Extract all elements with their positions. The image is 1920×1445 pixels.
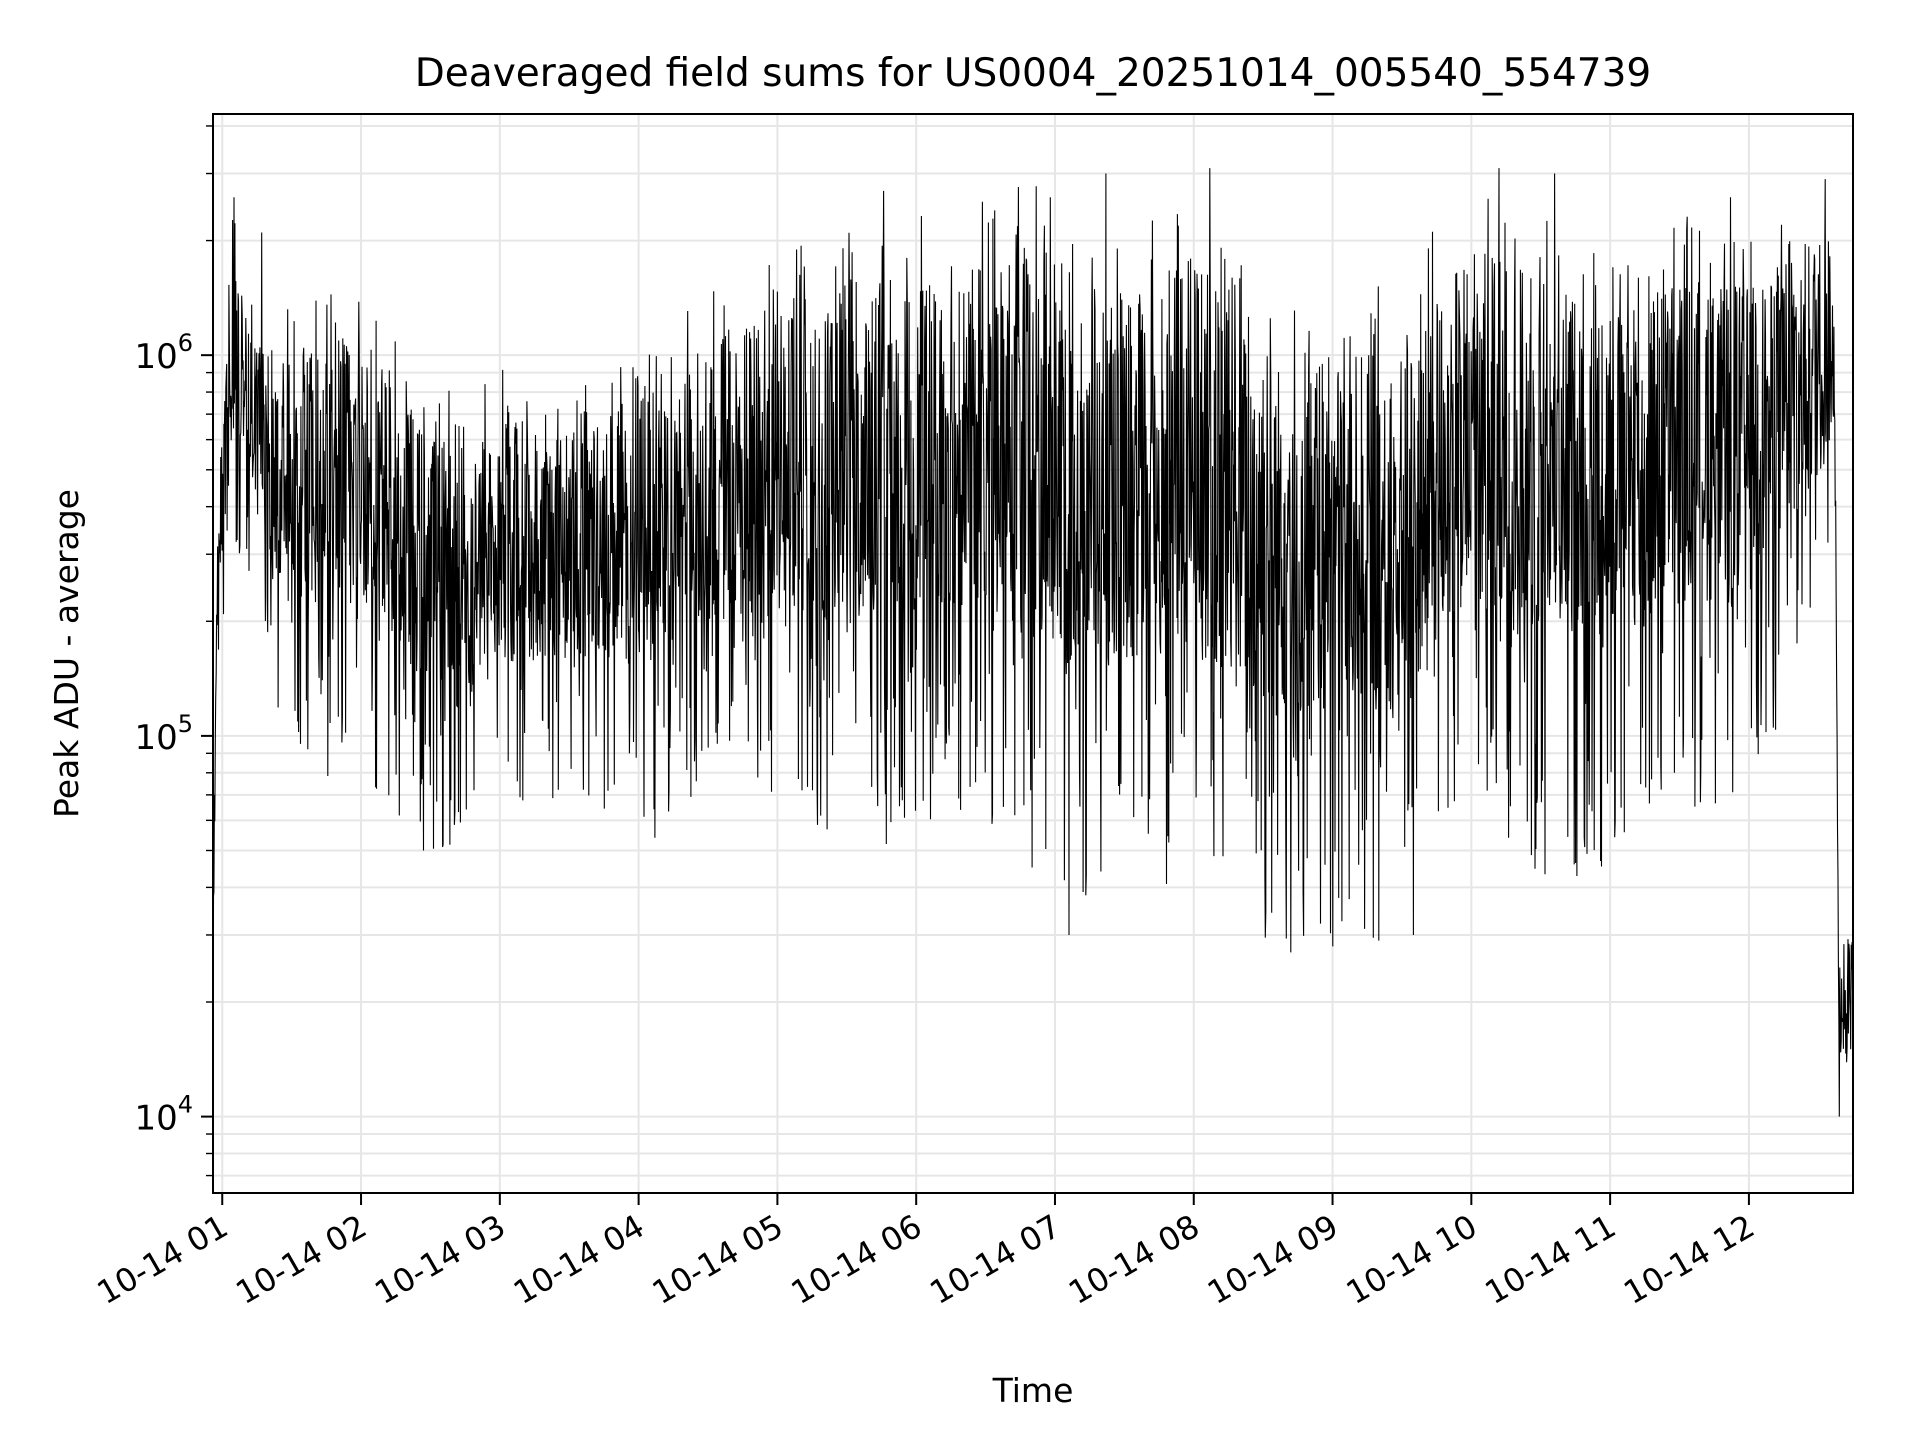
y-tick-label-exponent: 5 — [178, 710, 193, 738]
y-tick-label-base: 10 — [134, 1099, 177, 1139]
y-tick-label: 104 — [134, 1091, 193, 1139]
y-tick-label: 106 — [134, 329, 193, 377]
y-axis-label: Peak ADU - average — [47, 489, 86, 818]
series-line — [213, 168, 1853, 1117]
plot-area — [213, 168, 1853, 1117]
y-tick-label-base: 10 — [134, 718, 177, 758]
plot-frame — [212, 113, 1854, 1194]
chart-title: Deaveraged field sums for US0004_2025101… — [415, 51, 1651, 96]
grid — [213, 114, 1853, 1193]
y-tick-label: 105 — [134, 710, 193, 758]
x-axis-label: Time — [992, 1371, 1074, 1410]
y-tick-label-exponent: 4 — [178, 1091, 193, 1119]
y-tick-label-exponent: 6 — [178, 329, 193, 357]
y-tick-label-base: 10 — [134, 337, 177, 377]
